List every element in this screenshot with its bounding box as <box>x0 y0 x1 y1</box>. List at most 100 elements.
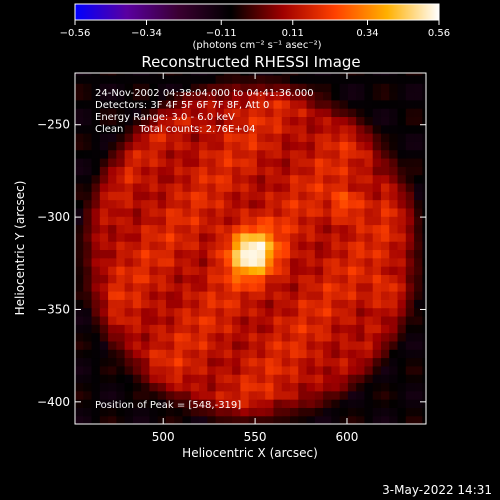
heatmap-cell <box>290 83 299 93</box>
heatmap-cell <box>132 207 142 217</box>
heatmap-cell <box>199 266 208 275</box>
annotation-clean-counts: Clean Total counts: 2.76E+04 <box>95 124 255 135</box>
heatmap-cell <box>273 149 283 159</box>
heatmap-cell <box>207 241 217 251</box>
heatmap-cell <box>165 349 175 359</box>
heatmap-cell <box>75 290 84 300</box>
heatmap-cell <box>356 74 366 84</box>
heatmap-cell <box>182 199 192 209</box>
heatmap-cell <box>116 357 126 367</box>
heatmap-cell <box>364 83 374 93</box>
heatmap-cell <box>256 382 266 392</box>
heatmap-cell <box>83 332 93 342</box>
heatmap-cell <box>256 224 266 234</box>
heatmap-cell <box>290 332 299 342</box>
heatmap-cell <box>281 282 291 292</box>
heatmap-cell <box>405 207 415 217</box>
heatmap-cell <box>298 382 308 392</box>
heatmap-cell <box>364 207 374 217</box>
heatmap-cell <box>182 299 192 309</box>
heatmap-cell <box>165 191 175 201</box>
heatmap-cell <box>149 91 159 101</box>
heatmap-cell <box>91 332 101 342</box>
heatmap-cell <box>207 166 217 176</box>
heatmap-cell <box>331 324 341 334</box>
heatmap-cell <box>223 191 233 201</box>
heatmap-cell <box>380 133 390 142</box>
heatmap-cell <box>290 257 299 267</box>
heatmap-cell <box>314 83 324 93</box>
heatmap-cell <box>298 365 308 375</box>
heatmap-cell <box>331 340 341 350</box>
heatmap-cell <box>240 74 250 84</box>
colorbar-tick-label: −0.11 <box>206 28 237 39</box>
heatmap-cell <box>207 157 217 167</box>
heatmap-cell <box>83 73 93 76</box>
heatmap-cell <box>91 257 101 267</box>
heatmap-cell <box>414 157 423 167</box>
heatmap-cell <box>339 199 349 209</box>
heatmap-cell <box>91 282 101 292</box>
heatmap-cell <box>182 241 192 251</box>
heatmap-cell <box>223 332 233 342</box>
heatmap-cell <box>190 307 200 317</box>
heatmap-cell <box>75 133 84 142</box>
heatmap-cell <box>356 315 366 325</box>
heatmap-cell <box>372 232 382 242</box>
heatmap-cell <box>256 216 266 226</box>
heatmap-cell <box>116 141 126 151</box>
heatmap-cell <box>75 224 84 234</box>
heatmap-cell <box>347 266 357 275</box>
heatmap-cell <box>389 365 399 375</box>
heatmap-cell <box>389 282 399 292</box>
heatmap-cell <box>83 133 93 142</box>
heatmap-cell <box>190 149 200 159</box>
heatmap-cell <box>190 74 200 84</box>
heatmap-cell <box>199 166 208 176</box>
heatmap-cell <box>157 315 167 325</box>
heatmap-cell <box>132 141 142 151</box>
heatmap-cell <box>422 407 426 417</box>
heatmap-cell <box>281 199 291 209</box>
heatmap-cell <box>389 249 399 259</box>
heatmap-cell <box>298 274 308 284</box>
heatmap-cell <box>232 282 241 292</box>
heatmap-cell <box>331 141 341 151</box>
heatmap-cell <box>165 232 175 242</box>
heatmap-cell <box>190 216 200 226</box>
heatmap-cell <box>256 390 266 400</box>
heatmap-cell <box>240 166 250 176</box>
heatmap-cell <box>174 116 184 126</box>
heatmap-cell <box>223 399 233 408</box>
heatmap-cell <box>256 415 266 424</box>
heatmap-cell <box>116 274 126 284</box>
heatmap-cell <box>190 266 200 275</box>
heatmap-cell <box>223 232 233 242</box>
heatmap-cell <box>248 199 258 209</box>
heatmap-cell <box>215 207 225 217</box>
heatmap-cell <box>215 141 225 151</box>
heatmap-cell <box>380 266 390 275</box>
heatmap-cell <box>273 141 283 151</box>
heatmap-cell <box>165 315 175 325</box>
heatmap-cell <box>389 83 399 93</box>
heatmap-cell <box>298 74 308 84</box>
heatmap-cell <box>314 407 324 417</box>
heatmap-cell <box>240 124 250 134</box>
heatmap-cell <box>323 249 332 259</box>
heatmap-cell <box>190 407 200 417</box>
heatmap-cell <box>347 191 357 201</box>
heatmap-cell <box>356 133 366 142</box>
heatmap-cell <box>174 191 184 201</box>
heatmap-cell <box>141 407 151 417</box>
heatmap-cell <box>414 315 423 325</box>
heatmap-cell <box>174 407 184 417</box>
heatmap-cell <box>83 315 93 325</box>
heatmap-cell <box>380 415 390 424</box>
heatmap-cell <box>281 133 291 142</box>
heatmap-cell <box>422 224 426 234</box>
heatmap-cell <box>281 91 291 101</box>
heatmap-cell <box>165 224 175 234</box>
heatmap-cell <box>414 141 423 151</box>
heatmap-cell <box>273 74 283 84</box>
